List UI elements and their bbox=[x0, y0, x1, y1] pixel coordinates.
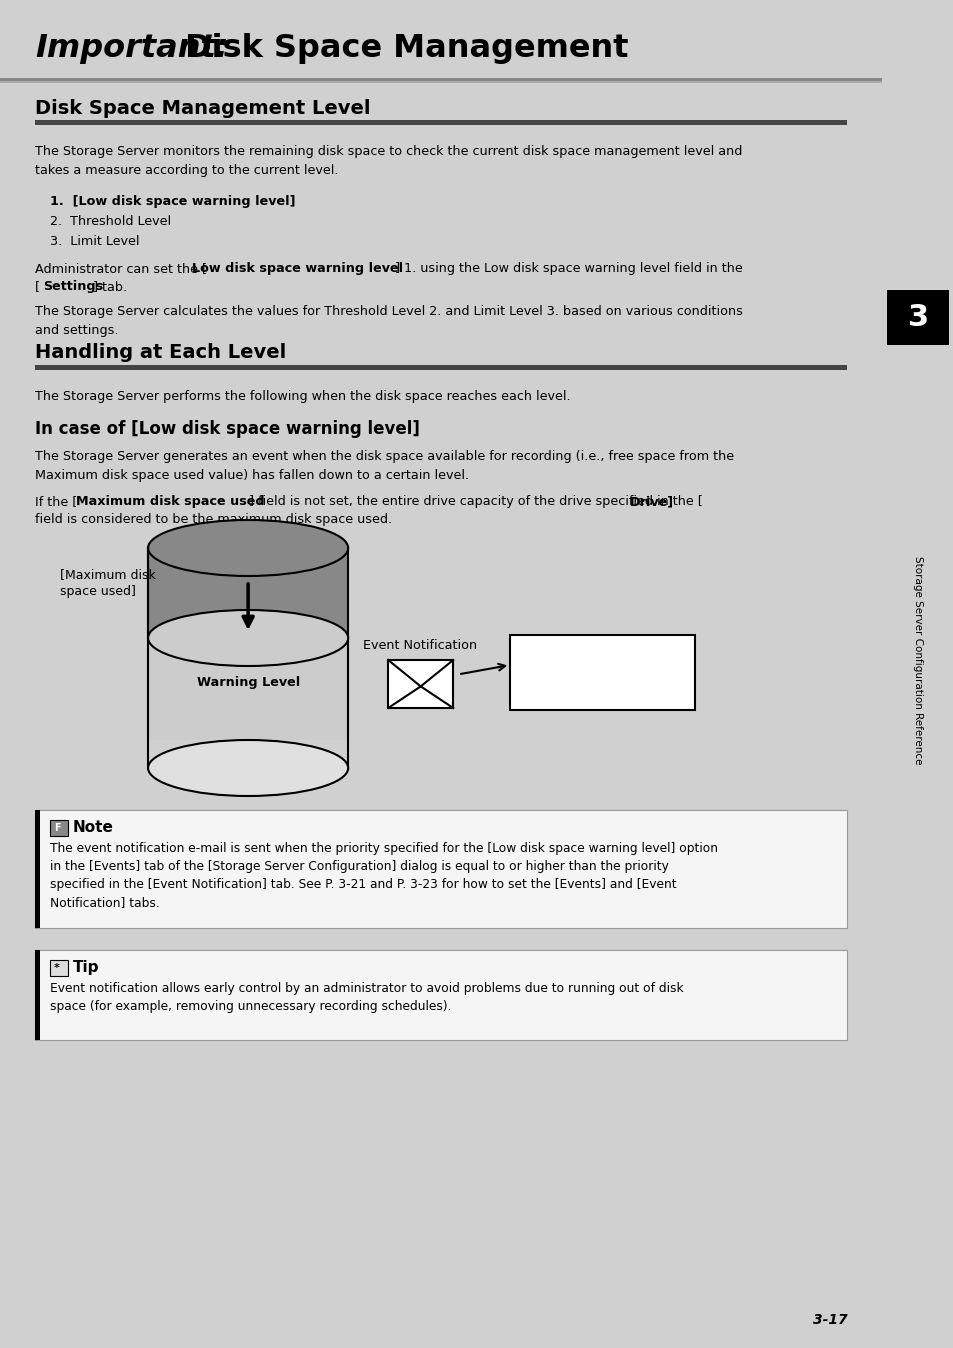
Bar bbox=[388, 661, 453, 708]
Bar bbox=[50, 960, 68, 976]
Text: In case of [Low disk space warning level]: In case of [Low disk space warning level… bbox=[35, 421, 419, 438]
Text: Storage Server Configuration Reference: Storage Server Configuration Reference bbox=[912, 555, 923, 764]
Text: [: [ bbox=[35, 280, 40, 293]
Text: 3-17: 3-17 bbox=[812, 1313, 846, 1326]
Text: Disk Space Management Level: Disk Space Management Level bbox=[35, 98, 370, 117]
Bar bbox=[148, 549, 348, 638]
Text: ] field is not set, the entire drive capacity of the drive specified in the [: ] field is not set, the entire drive cap… bbox=[249, 495, 702, 508]
Bar bbox=[0, 78, 882, 81]
Text: Warning Level: Warning Level bbox=[196, 675, 299, 689]
Bar bbox=[35, 810, 40, 927]
Text: Notification] tabs.: Notification] tabs. bbox=[50, 896, 159, 909]
Text: Disk Space Management: Disk Space Management bbox=[173, 32, 628, 63]
Text: Disk space on: Disk space on bbox=[519, 647, 619, 661]
Text: Event Notification: Event Notification bbox=[363, 639, 476, 652]
Text: F: F bbox=[54, 824, 61, 833]
Text: 2.  Threshold Level: 2. Threshold Level bbox=[50, 214, 171, 228]
Bar bbox=[0, 81, 882, 84]
Text: [Maximum disk
space used]: [Maximum disk space used] bbox=[60, 568, 155, 599]
Text: The Storage Server generates an event when the disk space available for recordin: The Storage Server generates an event wh… bbox=[35, 450, 734, 483]
Text: 3: 3 bbox=[906, 302, 928, 332]
Text: The Storage Server monitors the remaining disk space to check the current disk s: The Storage Server monitors the remainin… bbox=[35, 146, 741, 177]
Text: ] 1. using the Low disk space warning level field in the: ] 1. using the Low disk space warning le… bbox=[395, 262, 742, 275]
Bar bbox=[35, 120, 846, 125]
Text: Maximum disk space used: Maximum disk space used bbox=[76, 495, 264, 508]
Text: Low disk space warning level: Low disk space warning level bbox=[192, 262, 403, 275]
Bar bbox=[35, 950, 40, 1041]
Text: drive <Drive> :: drive <Drive> : bbox=[519, 665, 631, 678]
Bar bbox=[35, 365, 846, 369]
Text: Administrator can set the [: Administrator can set the [ bbox=[35, 262, 207, 275]
Text: ] tab.: ] tab. bbox=[93, 280, 127, 293]
Bar bbox=[35, 810, 846, 927]
Text: The Storage Server calculates the values for Threshold Level 2. and Limit Level : The Storage Server calculates the values… bbox=[35, 305, 742, 337]
Text: specified in the [Event Notification] tab. See P. 3-21 and P. 3-23 for how to se: specified in the [Event Notification] ta… bbox=[50, 878, 676, 891]
Text: Event notification allows early control by an administrator to avoid problems du: Event notification allows early control … bbox=[50, 981, 683, 995]
Text: 1.  [Low disk space warning level]: 1. [Low disk space warning level] bbox=[50, 195, 295, 208]
Text: field is considered to be the maximum disk space used.: field is considered to be the maximum di… bbox=[35, 514, 392, 526]
Bar bbox=[35, 950, 846, 1041]
Text: *: * bbox=[54, 962, 60, 973]
Text: Settings: Settings bbox=[43, 280, 103, 293]
Text: The Storage Server performs the following when the disk space reaches each level: The Storage Server performs the followin… bbox=[35, 390, 570, 403]
Text: warning: warning bbox=[519, 683, 578, 696]
Bar bbox=[148, 638, 348, 740]
Text: 3.  Limit Level: 3. Limit Level bbox=[50, 235, 139, 248]
Bar bbox=[510, 635, 695, 710]
Ellipse shape bbox=[148, 520, 348, 576]
Bar bbox=[886, 290, 948, 345]
Bar bbox=[0, 0, 882, 80]
Text: Note: Note bbox=[73, 820, 113, 834]
Text: Drive]: Drive] bbox=[630, 495, 674, 508]
Text: Handling at Each Level: Handling at Each Level bbox=[35, 342, 286, 361]
Text: The event notification e-mail is sent when the priority specified for the [Low d: The event notification e-mail is sent wh… bbox=[50, 842, 718, 855]
Text: in the [Events] tab of the [Storage Server Configuration] dialog is equal to or : in the [Events] tab of the [Storage Serv… bbox=[50, 860, 668, 874]
Text: Tip: Tip bbox=[73, 960, 99, 975]
Ellipse shape bbox=[148, 740, 348, 797]
Bar bbox=[50, 820, 68, 836]
Text: Important:: Important: bbox=[35, 32, 229, 63]
Text: space (for example, removing unnecessary recording schedules).: space (for example, removing unnecessary… bbox=[50, 1000, 451, 1012]
Ellipse shape bbox=[148, 611, 348, 666]
Text: If the [: If the [ bbox=[35, 495, 77, 508]
